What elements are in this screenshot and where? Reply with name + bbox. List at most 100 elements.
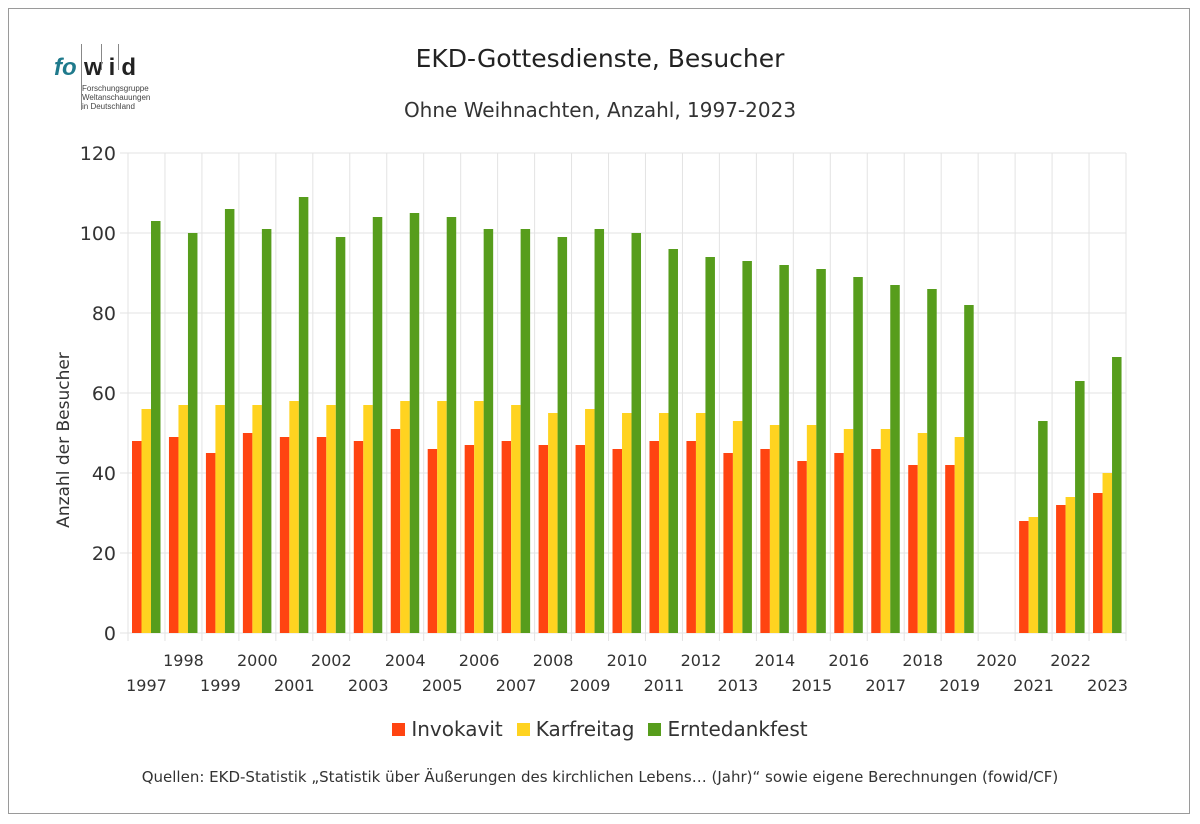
y-tick-label: 80: [92, 303, 116, 325]
bar-erntedankfest: [705, 257, 715, 633]
bar-erntedankfest: [483, 229, 494, 633]
bar-erntedankfest: [224, 209, 235, 633]
logo-text-wid: wid: [84, 54, 142, 81]
bar-erntedankfest: [187, 233, 198, 633]
bar-karfreitag: [178, 405, 188, 633]
bar-karfreitag: [769, 425, 780, 633]
bar-karfreitag: [474, 401, 484, 633]
legend-swatch: [648, 722, 662, 736]
logo-line: Weltanschauungen: [82, 93, 151, 102]
bar-invokavit: [464, 445, 475, 633]
bar-invokavit: [871, 449, 881, 633]
logo-divider: [118, 44, 119, 70]
bar-karfreitag: [917, 433, 928, 633]
fowid-logo: fo wid Forschungsgruppe Weltanschauungen…: [54, 44, 164, 114]
logo-divider: [81, 44, 82, 110]
y-tick-label: 60: [92, 383, 116, 405]
bar-erntedankfest: [779, 265, 789, 633]
x-tick-label: 2004: [385, 651, 426, 670]
bar-karfreitag: [954, 437, 965, 633]
y-tick-label: 120: [80, 143, 116, 165]
chart-frame: [8, 8, 1190, 814]
bar-erntedankfest: [1075, 381, 1085, 633]
bar-karfreitag: [732, 421, 743, 633]
bar-karfreitag: [658, 413, 669, 633]
x-tick-label: 1999: [200, 676, 241, 695]
bar-karfreitag: [1028, 517, 1039, 633]
legend-item-erntedankfest: Erntedankfest: [648, 717, 808, 741]
bar-invokavit: [1093, 493, 1103, 633]
bar-erntedankfest: [557, 237, 568, 633]
logo-text-fo: fo: [54, 54, 77, 81]
bar-karfreitag: [289, 401, 299, 633]
bar-karfreitag: [252, 405, 262, 633]
bar-invokavit: [242, 433, 253, 633]
x-tick-label: 2015: [791, 676, 832, 695]
y-axis-label: Anzahl der Besucher: [54, 352, 74, 528]
x-tick-label: 1997: [126, 676, 167, 695]
legend-swatch: [516, 722, 530, 736]
x-tick-label: 2023: [1087, 676, 1128, 695]
legend-item-invokavit: Invokavit: [392, 717, 503, 741]
chart-subtitle: Ohne Weihnachten, Anzahl, 1997-2023: [403, 98, 797, 122]
bars: [132, 197, 1122, 633]
bar-invokavit: [168, 437, 179, 633]
x-tick-label: 2022: [1050, 651, 1091, 670]
logo-divider: [101, 44, 102, 70]
x-tick-label: 2019: [939, 676, 980, 695]
bar-erntedankfest: [335, 237, 346, 633]
bar-erntedankfest: [1112, 357, 1122, 633]
bar-invokavit: [501, 441, 512, 633]
bar-karfreitag: [363, 405, 373, 633]
bar-invokavit: [760, 449, 770, 633]
bar-erntedankfest: [816, 269, 826, 633]
x-tick-label: 2006: [459, 651, 500, 670]
bar-invokavit: [205, 453, 216, 633]
bar-karfreitag: [141, 409, 151, 633]
bar-erntedankfest: [372, 217, 383, 633]
bar-karfreitag: [585, 409, 595, 633]
bar-invokavit: [908, 465, 918, 633]
bar-erntedankfest: [927, 289, 937, 633]
bar-invokavit: [390, 429, 401, 633]
x-tick-label: 2017: [865, 676, 906, 695]
bar-erntedankfest: [409, 213, 420, 633]
bar-erntedankfest: [261, 229, 272, 633]
x-tick-label: 2008: [533, 651, 574, 670]
bar-karfreitag: [548, 413, 558, 633]
bar-invokavit: [316, 437, 327, 633]
y-axis: 0 20 40 60 80 100 120: [80, 143, 116, 645]
bar-invokavit: [686, 441, 696, 633]
bar-karfreitag: [437, 401, 447, 633]
bar-erntedankfest: [742, 261, 752, 633]
legend-item-karfreitag: Karfreitag: [516, 717, 634, 741]
bar-invokavit: [279, 437, 290, 633]
legend-label: Erntedankfest: [667, 717, 808, 741]
source-note: Quellen: EKD-Statistik „Statistik über Ä…: [141, 768, 1059, 786]
bar-karfreitag: [326, 405, 336, 633]
bar-karfreitag: [400, 401, 410, 633]
bar-karfreitag: [843, 429, 854, 633]
grid: [120, 152, 1127, 641]
legend-swatch: [392, 722, 406, 736]
x-tick-label: 2013: [718, 676, 759, 695]
bar-erntedankfest: [446, 217, 457, 633]
chart-title: EKD-Gottesdienste, Besucher: [415, 44, 785, 73]
bar-karfreitag: [1065, 497, 1076, 633]
logo-line: Forschungsgruppe: [82, 84, 149, 93]
bar-erntedankfest: [964, 305, 974, 633]
bar-erntedankfest: [520, 229, 531, 633]
x-tick-label: 2007: [496, 676, 537, 695]
bar-invokavit: [538, 445, 549, 633]
bar-erntedankfest: [853, 277, 863, 633]
bar-karfreitag: [880, 429, 891, 633]
bar-erntedankfest: [631, 233, 642, 633]
x-tick-label: 2020: [976, 651, 1017, 670]
x-tick-label: 2009: [570, 676, 611, 695]
legend-label: Invokavit: [411, 717, 503, 741]
x-tick-label: 2001: [274, 676, 315, 695]
x-tick-label: 2005: [422, 676, 463, 695]
bar-erntedankfest: [668, 249, 678, 633]
bar-karfreitag: [215, 405, 225, 633]
